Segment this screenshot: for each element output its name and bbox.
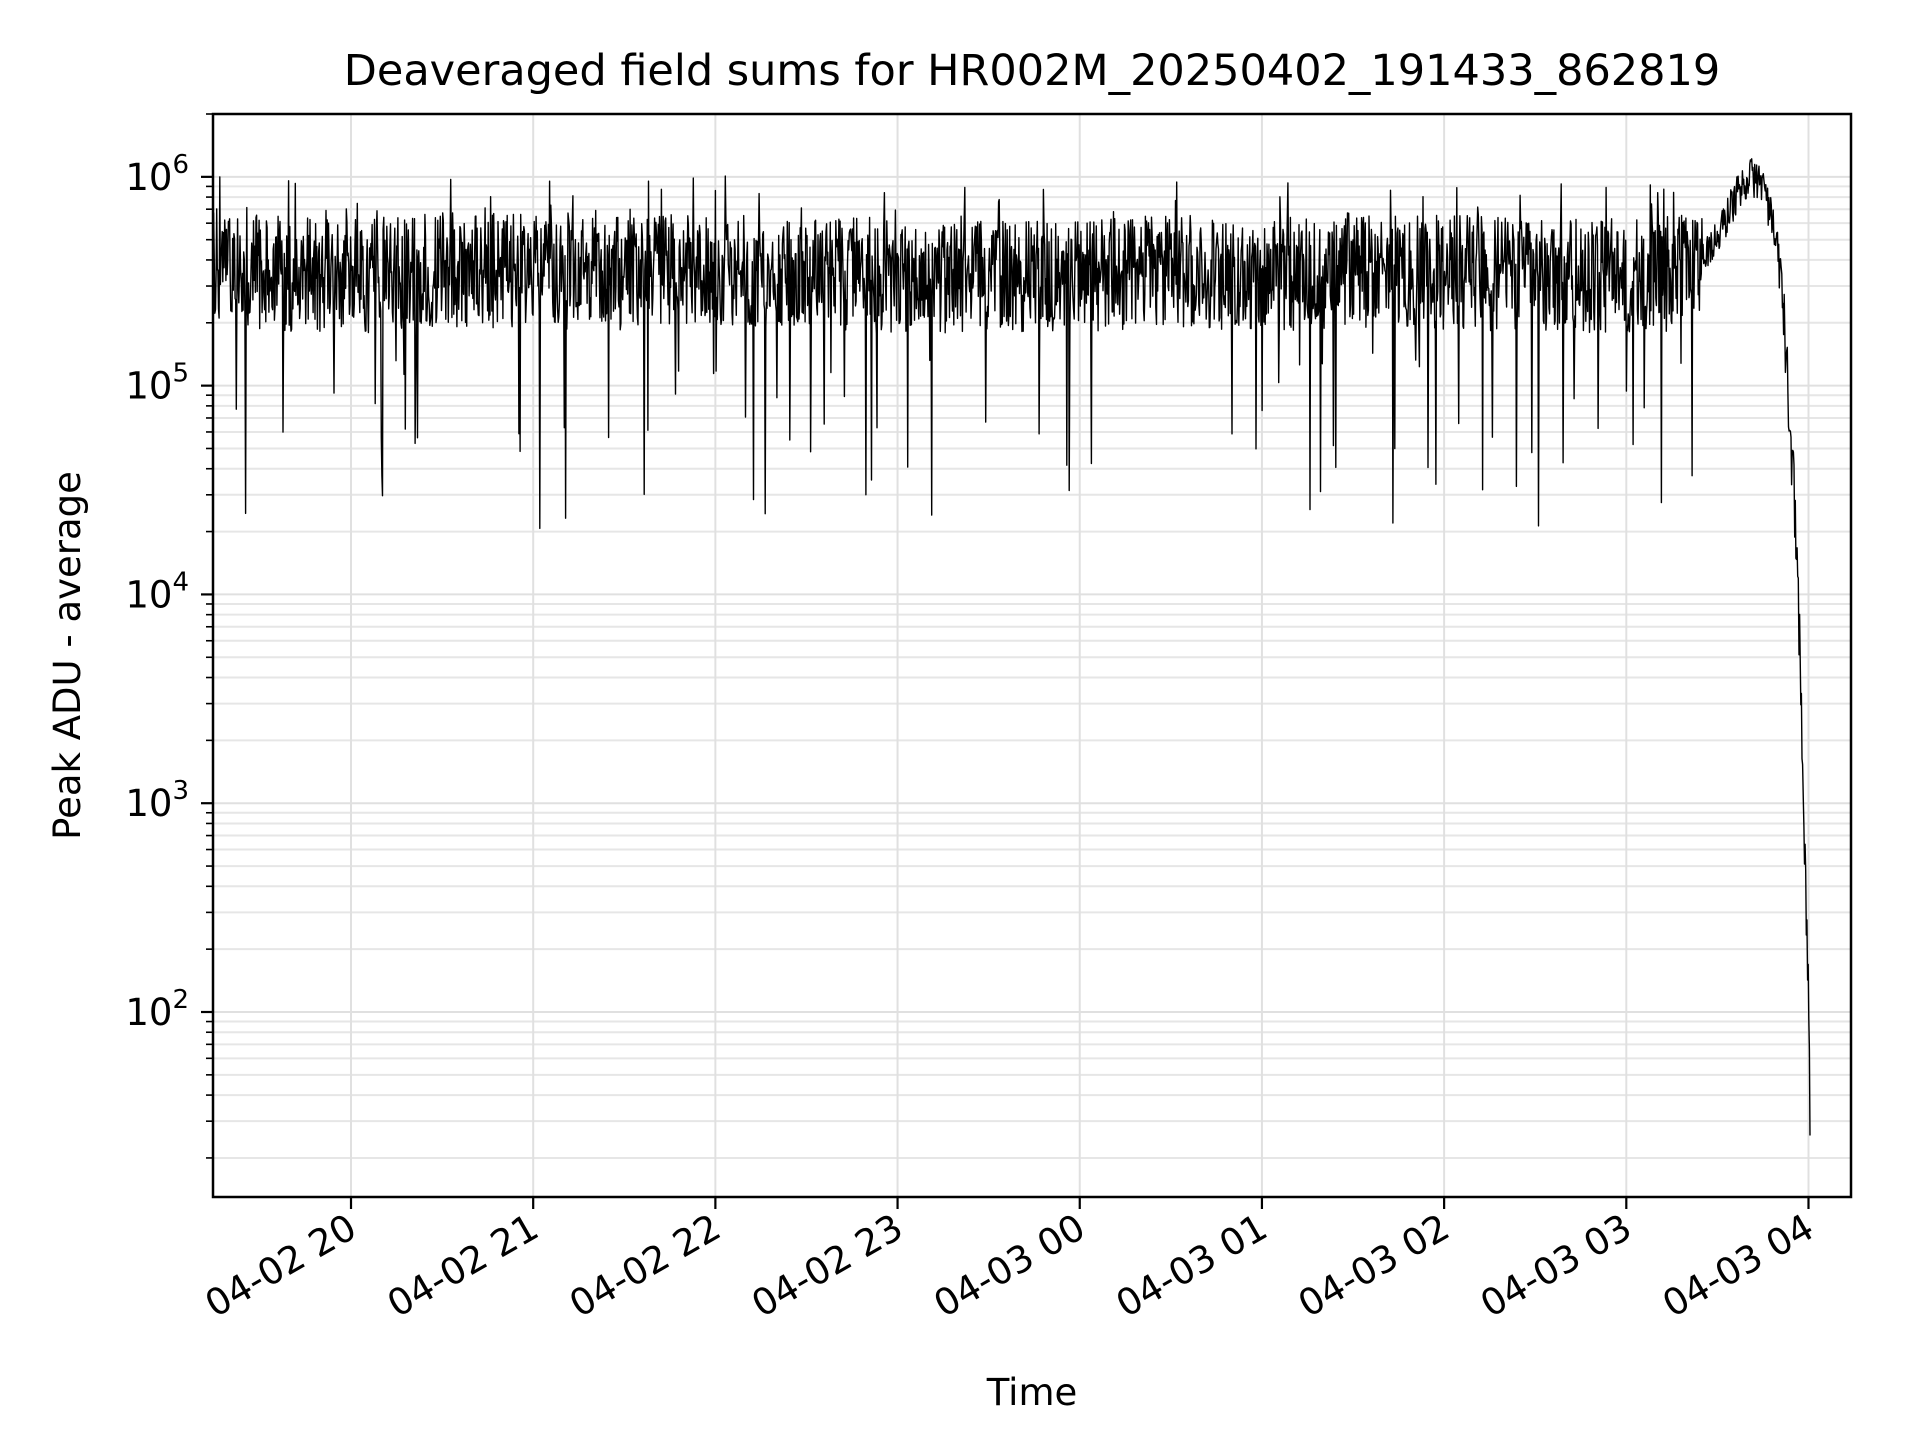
grid-lines (213, 113, 1851, 1197)
series-line-group (212, 158, 1811, 1136)
x-tick-label: 04-02 23 (744, 1206, 910, 1326)
x-tick-label: 04-03 02 (1291, 1206, 1457, 1326)
plot-area-frame (211, 112, 1853, 1199)
x-tick-label: 04-03 04 (1655, 1206, 1821, 1326)
x-tick-label: 04-02 22 (562, 1206, 728, 1326)
x-tick-label: 04-03 03 (1473, 1206, 1639, 1326)
x-tick-label: 04-02 21 (380, 1206, 546, 1326)
x-tick-label: 04-03 00 (927, 1206, 1093, 1326)
y-axis-ticks: 102 103 104 105 106 (125, 113, 213, 1159)
series-line (212, 158, 1811, 1136)
x-tick-label: 04-03 01 (1109, 1206, 1275, 1326)
x-tick-label: 04-02 20 (198, 1206, 364, 1326)
y-tick-label: 106 (125, 150, 189, 199)
y-axis-label: Peak ADU - average (46, 471, 89, 840)
x-axis-ticks: 04-02 20 04-02 21 04-02 22 04-02 23 04-03 00… (198, 1197, 1821, 1326)
y-tick-label: 105 (125, 359, 189, 408)
x-axis-label: Time (986, 1371, 1078, 1414)
chart-title: Deaveraged field sums for HR002M_2025040… (344, 46, 1720, 96)
y-tick-label: 103 (125, 776, 189, 825)
y-tick-label: 102 (125, 985, 189, 1034)
y-tick-label: 104 (125, 567, 189, 616)
